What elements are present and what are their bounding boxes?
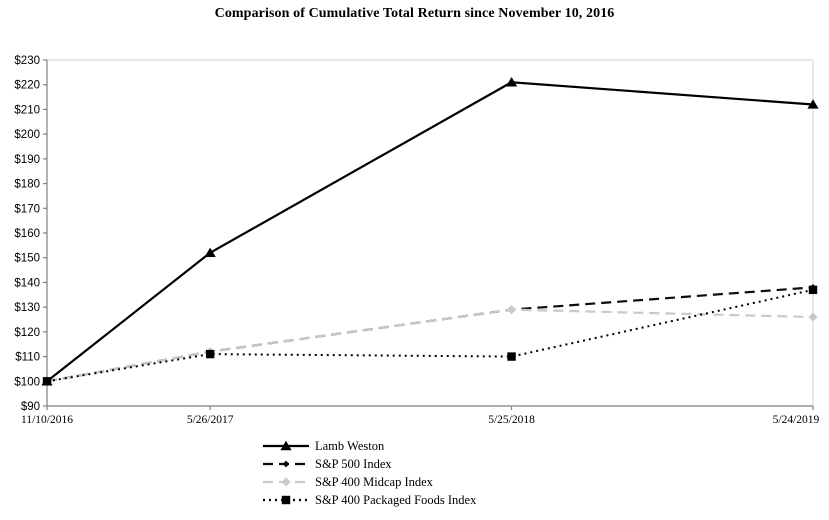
svg-text:$150: $150 [14, 253, 40, 265]
svg-text:11/10/2016: 11/10/2016 [21, 414, 73, 426]
svg-text:$100: $100 [14, 376, 40, 388]
chart-title: Comparison of Cumulative Total Return si… [214, 6, 615, 21]
svg-text:$180: $180 [14, 179, 40, 191]
sp500-line-sample-icon [263, 460, 309, 468]
svg-text:$130: $130 [14, 302, 40, 314]
legend-label: S&P 400 Midcap Index [315, 475, 433, 489]
sp400-midcap-line-sample-icon [263, 477, 309, 487]
chart-canvas: $90 $100 $110 $120 $130 $140 $150 $160 $170 $180 $… [14, 55, 820, 426]
svg-text:5/26/2017: 5/26/2017 [187, 414, 234, 426]
svg-text:$140: $140 [14, 277, 40, 289]
chart-legend: Lamb Weston S&P 500 Index S&P 400 Midcap… [263, 439, 476, 511]
legend-item-lamb-weston: Lamb Weston [263, 439, 476, 453]
svg-text:5/25/2018: 5/25/2018 [488, 414, 535, 426]
svg-text:$120: $120 [14, 327, 40, 339]
svg-text:$110: $110 [15, 352, 40, 364]
svg-text:$220: $220 [14, 80, 40, 92]
svg-text:$200: $200 [14, 129, 40, 141]
legend-label: Lamb Weston [315, 439, 385, 453]
svg-text:$90: $90 [21, 401, 40, 413]
svg-text:$170: $170 [14, 203, 40, 215]
sp400-packaged-foods-line-sample-icon [263, 495, 309, 505]
svg-text:$230: $230 [14, 55, 40, 67]
legend-item-sp400-midcap: S&P 400 Midcap Index [263, 475, 476, 489]
svg-text:$160: $160 [14, 228, 40, 240]
lamb-weston-line-sample-icon [263, 440, 309, 451]
legend-label: S&P 500 Index [315, 457, 392, 471]
legend-item-sp400-packaged-foods: S&P 400 Packaged Foods Index [263, 493, 476, 507]
legend-item-sp500: S&P 500 Index [263, 457, 476, 471]
svg-text:$210: $210 [14, 104, 40, 116]
legend-label: S&P 400 Packaged Foods Index [315, 493, 477, 507]
svg-text:5/24/2019: 5/24/2019 [773, 414, 820, 426]
svg-text:$190: $190 [14, 154, 40, 166]
